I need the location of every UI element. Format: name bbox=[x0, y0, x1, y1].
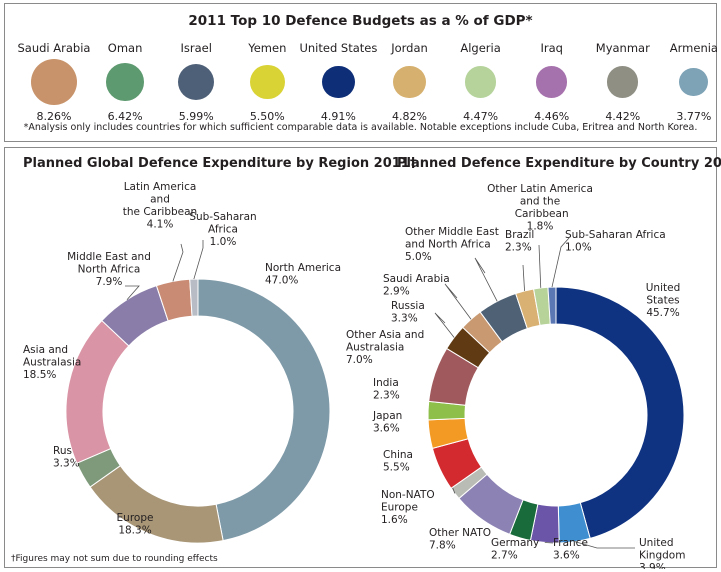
slice-label: China 5.5% bbox=[383, 449, 413, 474]
budget-item: United States 4.91% bbox=[296, 40, 380, 123]
donut-slice bbox=[89, 465, 224, 544]
leader-line bbox=[522, 264, 525, 291]
budget-circle bbox=[106, 63, 144, 101]
budget-circle bbox=[393, 65, 426, 99]
budget-circle bbox=[249, 64, 285, 100]
leader-line bbox=[193, 240, 204, 280]
budget-circle bbox=[679, 67, 709, 97]
slice-label: Other Asia and Australasia 7.0% bbox=[346, 329, 424, 366]
country-chart-title: Planned Defence Expenditure by Country 2… bbox=[397, 156, 721, 171]
budget-value: 4.46% bbox=[534, 110, 570, 123]
slice-label: Other Middle East and North Africa 5.0% bbox=[405, 226, 499, 263]
leader-line bbox=[538, 244, 542, 288]
budget-country-name: Algeria bbox=[460, 41, 501, 55]
slice-label: Sub-Saharan Africa 1.0% bbox=[189, 211, 256, 248]
leader-line bbox=[125, 285, 140, 300]
slice-label: Non-NATO Europe 1.6% bbox=[381, 489, 435, 526]
budget-country-name: Armenia bbox=[669, 41, 718, 55]
budget-item: Algeria 4.47% bbox=[439, 40, 523, 123]
slice-label: Latin America and the Caribbean 4.1% bbox=[123, 181, 197, 231]
slice-label: Brazil 2.3% bbox=[505, 229, 534, 254]
slice-label: France 3.6% bbox=[553, 537, 588, 562]
slice-label: Middle East and North Africa 7.9% bbox=[67, 251, 151, 288]
budget-country-name: Jordan bbox=[391, 41, 428, 55]
slice-label: Sub-Saharan Africa 1.0% bbox=[565, 229, 666, 254]
budget-item: Jordan 4.82% bbox=[368, 40, 452, 123]
slice-label: United Kingdom 3.9% bbox=[639, 537, 685, 569]
budget-country-name: United States bbox=[299, 41, 378, 55]
budget-value: 3.77% bbox=[676, 110, 712, 123]
donut-slice bbox=[65, 319, 130, 464]
budget-value: 4.47% bbox=[463, 110, 499, 123]
budget-value: 5.50% bbox=[249, 110, 285, 123]
budget-value: 6.42% bbox=[107, 110, 143, 123]
budget-circle bbox=[31, 59, 77, 105]
donut-slice bbox=[555, 286, 685, 539]
slice-label: Other Latin America and the Caribbean 1.8% bbox=[487, 183, 593, 233]
top-budgets-panel: 2011 Top 10 Defence Budgets as a % of GD… bbox=[4, 3, 718, 142]
rounding-footnote: †Figures may not sum due to rounding eff… bbox=[11, 554, 218, 564]
slice-label: Asia and Australasia 18.5% bbox=[23, 344, 81, 381]
slice-label: Saudi Arabia 2.9% bbox=[383, 273, 450, 298]
expenditure-panel: Planned Global Defence Expenditure by Re… bbox=[4, 147, 721, 569]
budget-value: 8.26% bbox=[36, 110, 72, 123]
budget-country-name: Oman bbox=[107, 41, 143, 55]
budget-value: 4.42% bbox=[605, 110, 641, 123]
budget-circle bbox=[464, 66, 497, 98]
budget-country-name: Myanmar bbox=[595, 41, 650, 55]
budget-circle bbox=[177, 63, 215, 101]
budget-country-name: Iraq bbox=[540, 41, 563, 55]
slice-label: Russia 3.3% bbox=[391, 300, 425, 325]
slice-label: Germany 2.7% bbox=[491, 537, 539, 562]
budget-item: Yemen 5.50% bbox=[225, 40, 309, 123]
slice-label: Japan 3.6% bbox=[372, 410, 402, 435]
leader-line bbox=[444, 283, 472, 320]
slice-label: United States 45.7% bbox=[646, 282, 681, 319]
donut-slice bbox=[197, 278, 331, 542]
gdp-footnote: *Analysis only includes countries for wh… bbox=[23, 122, 698, 133]
budget-item: Iraq 4.46% bbox=[510, 40, 594, 123]
budget-circle bbox=[535, 66, 568, 98]
budget-country-name: Israel bbox=[180, 41, 212, 55]
budget-value: 4.82% bbox=[392, 110, 427, 123]
slice-label: North America 47.0% bbox=[265, 262, 341, 287]
top-budgets-title: 2011 Top 10 Defence Budgets as a % of GD… bbox=[188, 13, 533, 29]
donut-charts: North America 47.0% Europe 18.3% Russia 3.3% A… bbox=[23, 181, 685, 569]
donut-slice bbox=[189, 278, 199, 317]
donut-slice bbox=[547, 286, 557, 325]
leader-line bbox=[574, 541, 635, 549]
leader-line bbox=[434, 312, 455, 338]
budget-item: Myanmar 4.42% bbox=[581, 40, 665, 123]
leader-line bbox=[172, 243, 184, 282]
slice-label: Other NATO 7.8% bbox=[429, 527, 491, 552]
budget-item: Israel 5.99% bbox=[154, 40, 238, 123]
budget-value: 4.91% bbox=[320, 110, 356, 123]
slice-label: India 2.3% bbox=[373, 377, 400, 402]
region-chart-title: Planned Global Defence Expenditure by Re… bbox=[23, 156, 417, 171]
budget-country-name: Saudi Arabia bbox=[17, 41, 91, 55]
budget-item: Armenia 3.77% bbox=[652, 40, 721, 123]
budget-item: Oman 6.42% bbox=[83, 40, 167, 123]
budget-circle bbox=[321, 65, 355, 99]
leader-line bbox=[474, 257, 498, 302]
budget-item: Saudi Arabia 8.26% bbox=[12, 40, 96, 123]
leader-line bbox=[551, 237, 570, 288]
budget-country-name: Yemen bbox=[248, 41, 287, 55]
budget-circle bbox=[607, 66, 639, 98]
slice-label: Europe 18.3% bbox=[117, 512, 154, 537]
budget-value: 5.99% bbox=[178, 110, 214, 123]
